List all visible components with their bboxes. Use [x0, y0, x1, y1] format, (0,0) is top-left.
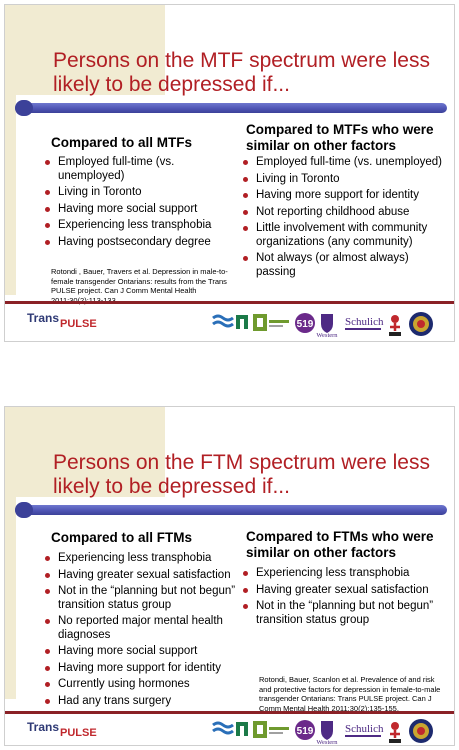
logo-western-text: Western: [316, 332, 338, 339]
the-519-logo: 519: [295, 313, 315, 333]
slide-title: Persons on the FTM spectrum were less li…: [53, 451, 430, 498]
list-item: Not reporting childhood abuse: [241, 206, 451, 220]
trans-pulse-logo: TransPULSE: [27, 311, 97, 330]
waterloo-logo: [212, 314, 248, 329]
right-column-heading: Compared to FTMs who were similar on oth…: [246, 529, 434, 560]
citation-line: and protective factors for depression in…: [259, 684, 441, 694]
logo-trans-text: Trans: [27, 311, 60, 325]
citation-line: PULSE project. Can J Comm Mental Health: [51, 286, 197, 295]
right-column-list: Employed full-time (vs. unemployed) Livi…: [241, 156, 451, 282]
citation-line: Rotondi, Bauer, Scanlon et al. Prevalenc…: [259, 675, 435, 684]
list-item: No reported major mental health diagnose…: [43, 615, 248, 642]
logo-trans-text: Trans: [27, 720, 60, 734]
list-item: Living in Toronto: [43, 186, 243, 200]
list-item: Not in the “planning but not begun” tran…: [241, 600, 451, 627]
western-logo: Western: [316, 721, 338, 746]
citation-line: female transgender Ontarians: results fr…: [51, 276, 227, 286]
university-seal-logo: [409, 312, 433, 336]
right-column-heading: Compared to MTFs who were similar on oth…: [246, 122, 434, 153]
list-item: Having postsecondary degree: [43, 236, 243, 250]
partner-logos-strip: 519 Western Schulich: [212, 719, 433, 746]
list-item: Experiencing less transphobia: [43, 219, 243, 233]
footer-divider: [5, 711, 454, 714]
list-item: Not always (or almost always) passing: [241, 252, 451, 279]
left-column-heading: Compared to all FTMs: [51, 530, 193, 545]
list-item: Little involvement with community organi…: [241, 222, 451, 249]
citation: Rotondi , Bauer, Travers et al. Depressi…: [51, 267, 251, 305]
list-item: Having more social support: [43, 203, 243, 217]
health-science-logo: [253, 721, 289, 738]
partner-logos-strip: 519 Western Schulich: [212, 312, 433, 339]
list-item: Having greater sexual satisfaction: [43, 569, 248, 583]
the-519-logo: 519: [295, 720, 315, 740]
right-column-list: Experiencing less transphobia Having gre…: [241, 567, 451, 630]
partner-logos: 519 Western Schulich: [211, 311, 437, 339]
list-item: Having more social support: [43, 645, 248, 659]
university-seal-logo: [409, 719, 433, 743]
logo-519-text: 519: [297, 726, 314, 737]
citation-line: transgender Ontarians: Trans PULSE proje…: [259, 694, 432, 703]
list-item: Employed full-time (vs. unemployed): [43, 156, 243, 183]
decorative-beige-strip: [5, 497, 16, 699]
ohtn-logo: [389, 722, 401, 743]
partner-logos: 519 Western Schulich: [211, 718, 437, 746]
schulich-logo: Schulich: [345, 316, 384, 330]
left-column-list: Experiencing less transphobia Having gre…: [43, 552, 248, 711]
title-underline-bar: [15, 502, 447, 518]
list-item: Employed full-time (vs. unemployed): [241, 156, 451, 170]
logo-pulse-text: PULSE: [60, 318, 97, 330]
list-item: Experiencing less transphobia: [43, 552, 248, 566]
logo-pulse-text: PULSE: [60, 727, 97, 739]
list-item: Had any trans surgery: [43, 695, 248, 709]
trans-pulse-logo: TransPULSE: [27, 720, 97, 739]
logo-schulich-text: Schulich: [345, 723, 384, 735]
citation-line: Rotondi , Bauer, Travers et al. Depressi…: [51, 267, 228, 276]
list-item: Having more support for identity: [43, 662, 248, 676]
list-item: Experiencing less transphobia: [241, 567, 451, 581]
slide-ftm: Persons on the FTM spectrum were less li…: [4, 406, 455, 746]
list-item: Living in Toronto: [241, 173, 451, 187]
schulich-logo: Schulich: [345, 723, 384, 737]
decorative-beige-block: [5, 407, 165, 497]
left-column-list: Employed full-time (vs. unemployed) Livi…: [43, 156, 243, 252]
citation-line: Comm Mental Health 2011;30(2):135-155.: [259, 703, 399, 713]
footer-divider: [5, 301, 454, 304]
citation: Rotondi, Bauer, Scanlon et al. Prevalenc…: [259, 675, 449, 713]
list-item: Not in the “planning but not begun” tran…: [43, 585, 248, 612]
title-underline-bar: [15, 100, 447, 116]
logo-western-text: Western: [316, 739, 338, 746]
health-science-logo: [253, 314, 289, 331]
left-column-heading: Compared to all MTFs: [51, 135, 193, 150]
western-logo: Western: [316, 314, 338, 339]
logo-519-text: 519: [297, 319, 314, 330]
decorative-beige-strip: [5, 95, 16, 295]
decorative-beige-block: [5, 5, 165, 95]
waterloo-logo: [212, 721, 248, 736]
slide-title: Persons on the MTF spectrum were less li…: [53, 49, 430, 96]
list-item: Currently using hormones: [43, 678, 248, 692]
citation-line: 2011;30(2):113-133.: [51, 295, 118, 305]
list-item: Having greater sexual satisfaction: [241, 584, 451, 598]
list-item: Having more support for identity: [241, 189, 451, 203]
slide-mtf: Persons on the MTF spectrum were less li…: [4, 4, 455, 342]
ohtn-logo: [389, 315, 401, 336]
logo-schulich-text: Schulich: [345, 316, 384, 328]
